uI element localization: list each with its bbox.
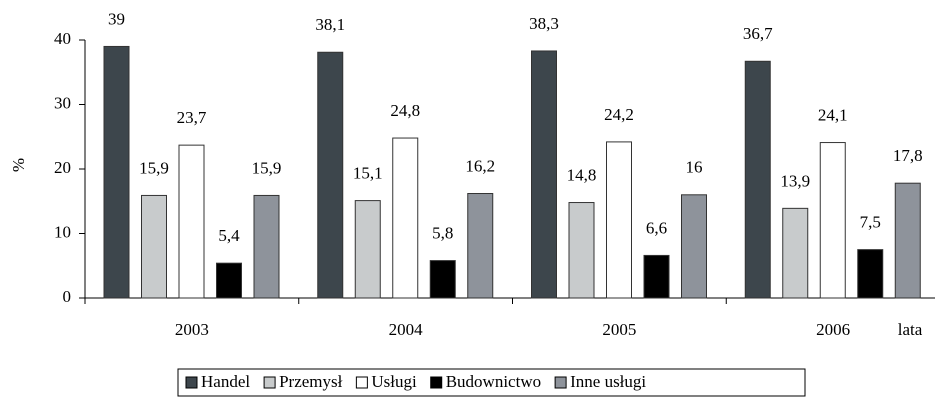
y-tick-label: 20 (54, 158, 71, 177)
value-label: 38,1 (315, 15, 345, 34)
legend-label: Usługi (371, 372, 417, 391)
y-tick-label: 0 (63, 287, 72, 306)
legend-swatch (554, 376, 567, 389)
legend-label: Handel (201, 372, 250, 391)
bar (392, 137, 419, 299)
value-label: 5,8 (432, 223, 453, 242)
legend-swatch (263, 376, 276, 389)
value-label: 6,6 (646, 218, 667, 237)
legend-box (177, 368, 806, 397)
bar (141, 194, 167, 299)
value-label: 13,9 (780, 171, 810, 190)
bar (857, 249, 884, 299)
value-label: 7,5 (860, 213, 881, 232)
bar (429, 260, 456, 299)
legend-label: Budownictwo (446, 372, 541, 391)
value-label: 14,8 (567, 165, 597, 184)
bar (178, 144, 205, 299)
legend-swatch (430, 376, 443, 389)
value-label: 15,9 (139, 158, 169, 177)
y-axis-label: % (9, 158, 28, 172)
x-tick-label: 2006 (816, 320, 850, 339)
value-label: 16,2 (465, 156, 495, 175)
bar (568, 202, 595, 299)
legend-label: Inne usługi (570, 372, 646, 391)
bar (744, 60, 771, 299)
value-label: 15,9 (252, 158, 282, 177)
bar (103, 45, 130, 299)
value-label: 15,1 (353, 164, 383, 183)
x-tick-label: 2004 (389, 320, 424, 339)
bar (819, 142, 846, 299)
legend-swatch (355, 376, 368, 389)
value-label: 5,4 (218, 226, 240, 245)
x-tick-label: 2005 (602, 320, 636, 339)
value-label: 36,7 (743, 24, 773, 43)
bar (894, 182, 921, 299)
x-axis-label: lata (898, 320, 923, 339)
bar (354, 200, 381, 299)
bar (317, 51, 344, 299)
y-tick-label: 40 (54, 29, 71, 48)
value-label: 24,8 (390, 101, 420, 120)
legend-swatch (185, 376, 198, 389)
value-label: 24,1 (818, 105, 848, 124)
bar (606, 141, 632, 299)
bar (467, 193, 494, 299)
bar (643, 254, 670, 299)
bar (253, 194, 280, 299)
x-tick-label: 2003 (175, 320, 209, 339)
value-label: 39 (108, 9, 125, 28)
bar (531, 50, 557, 299)
legend-label: Przemysł (279, 372, 343, 391)
value-label: 17,8 (893, 146, 923, 165)
value-label: 24,2 (604, 105, 634, 124)
value-label: 23,7 (177, 108, 207, 127)
bar (681, 194, 707, 299)
bar (782, 207, 809, 299)
y-tick-label: 10 (54, 222, 71, 241)
value-label: 38,3 (529, 14, 559, 33)
bar (216, 262, 242, 299)
y-tick-label: 30 (54, 93, 71, 112)
value-label: 16 (686, 158, 703, 177)
